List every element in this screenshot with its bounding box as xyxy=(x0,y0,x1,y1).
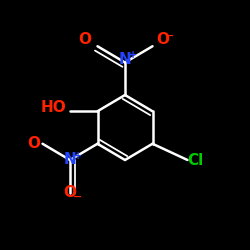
Text: −: − xyxy=(73,192,82,202)
Text: O: O xyxy=(64,185,76,200)
Text: Cl: Cl xyxy=(187,153,203,168)
Text: O: O xyxy=(78,32,92,48)
Text: +: + xyxy=(74,151,82,161)
Text: +: + xyxy=(129,50,137,60)
Text: O: O xyxy=(27,136,40,150)
Text: HO: HO xyxy=(41,100,66,115)
Text: O: O xyxy=(156,32,169,48)
Text: −: − xyxy=(165,31,175,41)
Text: N: N xyxy=(64,152,76,168)
Text: N: N xyxy=(119,52,132,67)
